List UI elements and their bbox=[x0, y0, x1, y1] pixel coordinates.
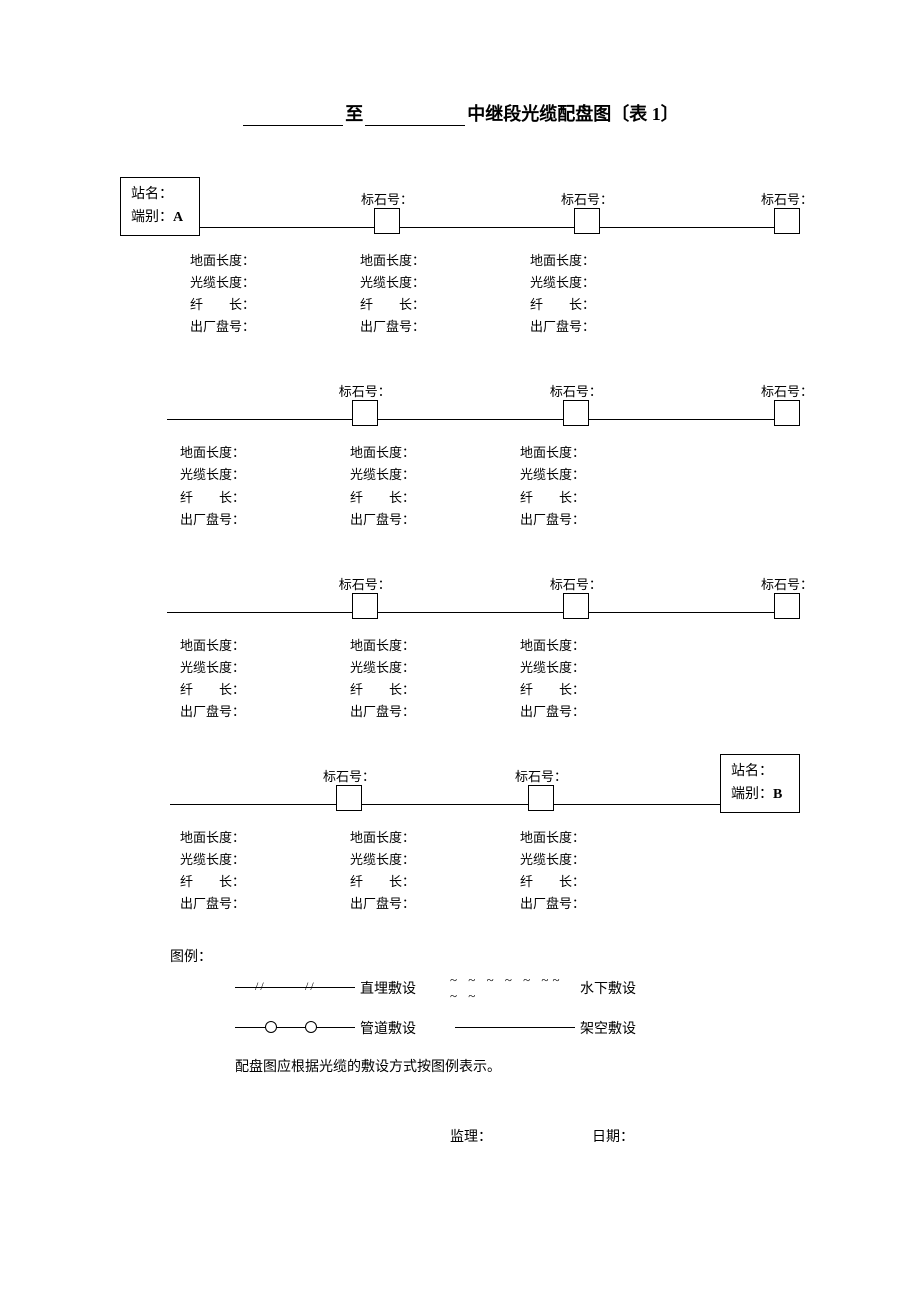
legend: 图例： 直埋敷设 ~ ~ ~ ~ ~ ~~ ~ ~ 水下敷设 管道敷设 架空敷设… bbox=[120, 946, 800, 1076]
node: 标石号： bbox=[352, 593, 378, 619]
legend-title: 图例： bbox=[120, 946, 800, 966]
desc-col: 地面长度：光缆长度：纤 长：出厂盘号： bbox=[530, 250, 620, 338]
desc-col: 地面长度：光缆长度：纤 长：出厂盘号： bbox=[180, 635, 270, 723]
section-2: 标石号： 标石号： 标石号： 地面长度：光缆长度：纤 长：出厂盘号： 地面长度：… bbox=[120, 368, 800, 530]
pipe-symbol bbox=[230, 1027, 360, 1028]
node: 标石号： bbox=[774, 593, 800, 619]
buried-symbol bbox=[230, 987, 360, 988]
date-label: 日期： bbox=[592, 1126, 634, 1146]
node: 标石号： bbox=[774, 208, 800, 234]
desc-col: 地面长度：光缆长度：纤 长：出厂盘号： bbox=[520, 827, 610, 915]
station-a-box: 站名： 端别：A bbox=[120, 177, 200, 236]
node: 标石号： bbox=[528, 785, 554, 811]
underwater-label: 水下敷设 bbox=[580, 978, 670, 998]
node: 标石号： bbox=[336, 785, 362, 811]
pipe-label: 管道敷设 bbox=[360, 1018, 450, 1038]
node: 标石号： bbox=[574, 208, 600, 234]
desc-col: 地面长度：光缆长度：纤 长：出厂盘号： bbox=[190, 250, 280, 338]
node: 标石号： bbox=[563, 593, 589, 619]
aerial-symbol bbox=[450, 1027, 580, 1028]
node: 标石号： bbox=[374, 208, 400, 234]
desc-col: 地面长度：光缆长度：纤 长：出厂盘号： bbox=[520, 635, 610, 723]
legend-note: 配盘图应根据光缆的敷设方式按图例表示。 bbox=[120, 1056, 800, 1076]
section-4: 标石号： 标石号： 站名： 端别：B 地面长度：光缆长度：纤 长：出厂盘号： 地… bbox=[120, 753, 800, 915]
buried-label: 直埋敷设 bbox=[360, 978, 450, 998]
desc-col: 地面长度：光缆长度：纤 长：出厂盘号： bbox=[520, 442, 610, 530]
node: 标石号： bbox=[774, 400, 800, 426]
desc-col: 地面长度：光缆长度：纤 长：出厂盘号： bbox=[350, 442, 440, 530]
node: 标石号： bbox=[352, 400, 378, 426]
section-3: 标石号： 标石号： 标石号： 地面长度：光缆长度：纤 长：出厂盘号： 地面长度：… bbox=[120, 561, 800, 723]
desc-col: 地面长度：光缆长度：纤 长：出厂盘号： bbox=[360, 250, 450, 338]
footer: 监理： 日期： bbox=[120, 1126, 800, 1146]
desc-col: 地面长度：光缆长度：纤 长：出厂盘号： bbox=[180, 827, 270, 915]
desc-col: 地面长度：光缆长度：纤 长：出厂盘号： bbox=[350, 827, 440, 915]
station-b-box: 站名： 端别：B bbox=[720, 754, 800, 813]
section-1: 站名： 端别：A 标石号： 标石号： 标石号： 地面长度：光缆长度：纤 长：出厂… bbox=[120, 176, 800, 338]
page-title: 至中继段光缆配盘图〔表 1〕 bbox=[120, 100, 800, 126]
desc-col: 地面长度：光缆长度：纤 长：出厂盘号： bbox=[180, 442, 270, 530]
aerial-label: 架空敷设 bbox=[580, 1018, 670, 1038]
underwater-symbol: ~ ~ ~ ~ ~ ~~ ~ ~ bbox=[450, 972, 580, 1004]
desc-col: 地面长度：光缆长度：纤 长：出厂盘号： bbox=[350, 635, 440, 723]
supervisor-label: 监理： bbox=[450, 1126, 492, 1146]
node: 标石号： bbox=[563, 400, 589, 426]
